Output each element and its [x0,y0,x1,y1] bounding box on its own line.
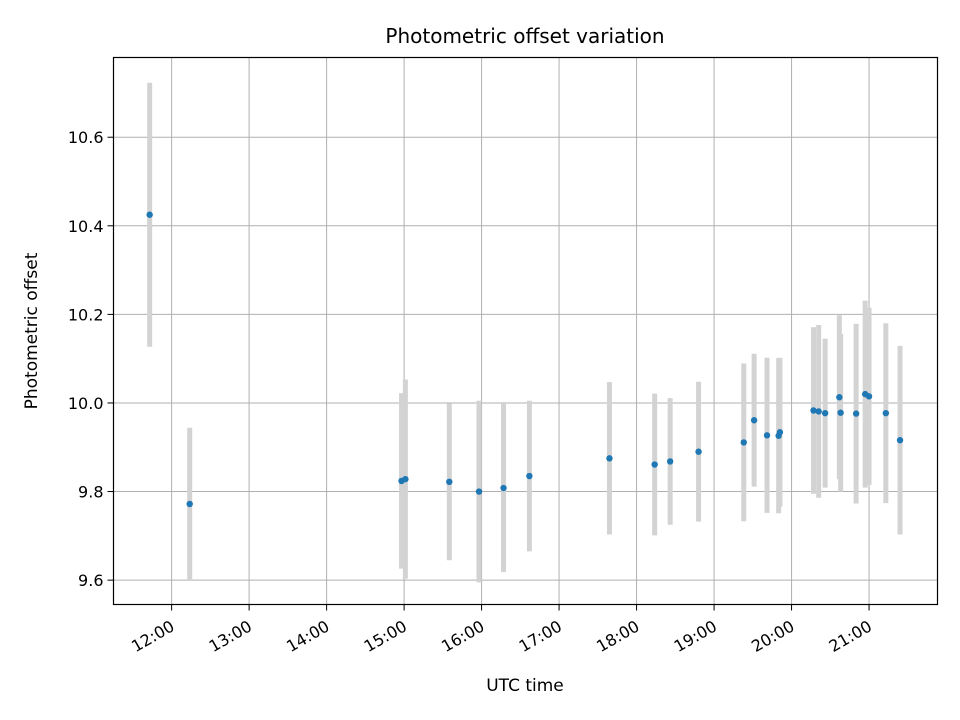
data-point [475,488,483,495]
data-point [865,393,873,400]
data-point [606,455,613,462]
y-tick-label: 10.2 [68,305,104,324]
data-point [146,211,153,218]
data-point [882,409,890,417]
plot-frame [112,56,939,606]
y-tick-label: 10.6 [68,128,104,147]
data-point [750,417,758,424]
data-point [666,458,674,465]
data-point [810,407,817,414]
data-point [836,394,843,401]
data-point [815,408,822,415]
data-point [186,500,193,508]
data-points [146,211,904,508]
data-point [526,472,533,480]
data-point [402,475,409,483]
data-point [837,409,844,416]
data-point [896,436,904,444]
data-point [852,410,860,417]
x-axis-label: UTC time [486,676,564,696]
chart-title: Photometric offset variation [385,24,664,48]
data-point [651,461,658,468]
data-point [776,429,784,436]
y-axis-label: Photometric offset [22,252,42,409]
y-tick-label: 10.0 [68,394,104,413]
data-point [446,478,453,486]
data-point [763,432,771,439]
data-point [695,448,702,455]
y-tick-label: 9.8 [78,483,103,502]
data-point [821,409,829,417]
data-point [740,439,747,446]
y-tick-label: 9.6 [78,571,103,590]
y-tick-label: 10.4 [68,217,104,236]
data-point [500,484,507,492]
